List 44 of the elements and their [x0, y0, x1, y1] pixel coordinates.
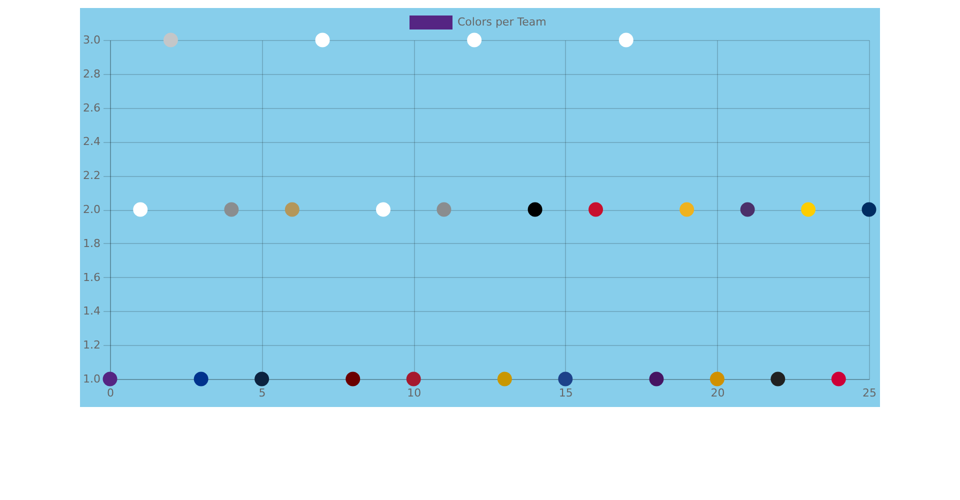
- y-tick-label: 3.0: [83, 34, 100, 46]
- y-tick-label: 1.2: [83, 338, 100, 352]
- point: [680, 202, 694, 217]
- point: [649, 372, 664, 386]
- point: [497, 372, 512, 386]
- point: [406, 372, 421, 386]
- x-tick-label: 5: [258, 386, 266, 400]
- y-tick-label: 1.6: [83, 270, 100, 284]
- point: [346, 372, 360, 386]
- point: [194, 372, 208, 386]
- point: [831, 372, 846, 386]
- x-tick-label: 20: [710, 386, 725, 400]
- point: [102, 372, 118, 386]
- point: [224, 202, 239, 217]
- point: [436, 202, 452, 217]
- point: [618, 32, 634, 48]
- y-tick-label: 1.0: [83, 372, 100, 386]
- point: [558, 372, 573, 386]
- y-tick-label: 2.6: [83, 101, 100, 114]
- y-tick-label: 1.4: [83, 304, 100, 318]
- y-tick-label: 2.8: [83, 67, 100, 80]
- point: [528, 202, 542, 217]
- point: [284, 202, 300, 217]
- x-tick-label: 15: [558, 386, 573, 400]
- point: [376, 202, 390, 217]
- point: [163, 32, 178, 48]
- point: [710, 372, 724, 386]
- x-tick-label: 25: [862, 386, 876, 400]
- y-tick-label: 2.2: [83, 169, 100, 182]
- point: [588, 202, 604, 217]
- point: [254, 372, 270, 386]
- point: [862, 202, 876, 217]
- y-tick-label: 1.8: [83, 236, 100, 250]
- x-tick-label: 10: [407, 386, 422, 400]
- legend-label: Colors per Team: [458, 16, 546, 28]
- point: [801, 202, 816, 217]
- point: [133, 202, 148, 217]
- y-tick-label: 2.0: [83, 203, 100, 216]
- point: [315, 32, 330, 48]
- point: [770, 372, 786, 386]
- x-tick-label: 0: [107, 386, 114, 400]
- point: [740, 202, 755, 217]
- point: [467, 32, 482, 48]
- y-tick-label: 2.4: [83, 135, 100, 148]
